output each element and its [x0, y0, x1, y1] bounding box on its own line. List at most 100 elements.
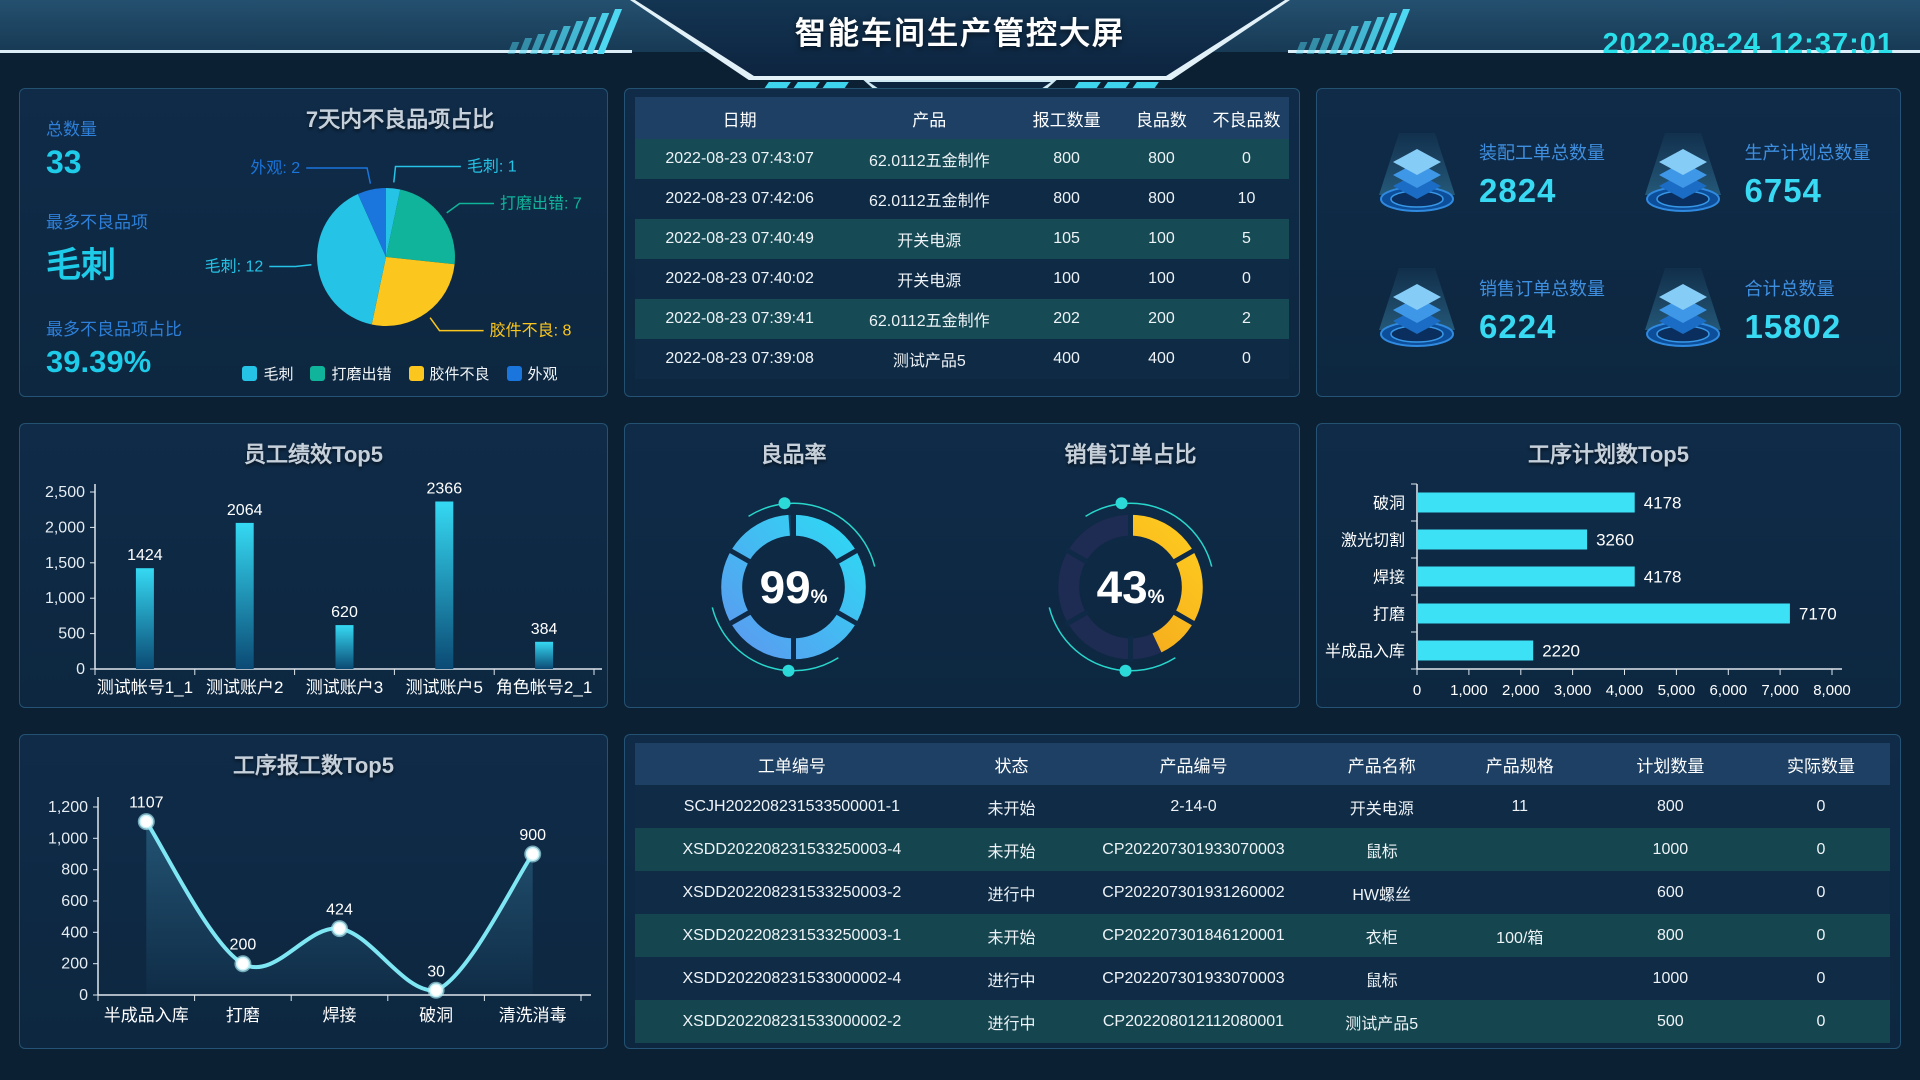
process-report-line-chart: 0 200 400 600 800 1,000 1,200 1107 半成品入库…: [20, 785, 607, 1046]
table-cell: 2022-08-23 07:40:49: [665, 230, 814, 247]
svg-text:2064: 2064: [227, 502, 263, 519]
table-cell: 0: [1816, 840, 1826, 858]
svg-text:测试账户2: 测试账户2: [206, 678, 283, 697]
process-plan-hbar-chart: 0 1,000 2,000 3,000 4,000 5,000 6,000 7,…: [1317, 474, 1900, 705]
svg-text:30: 30: [427, 963, 445, 980]
stat-card: 装配工单总数量 2824: [1343, 107, 1609, 243]
legend-item: 打磨出错: [310, 363, 392, 384]
column-header: 产品名称: [1312, 743, 1451, 785]
stat-card-label: 装配工单总数量: [1479, 143, 1605, 164]
sales-gauge-chart: 43%: [962, 475, 1299, 707]
table-cell: CP202207301931260002: [1102, 883, 1285, 901]
table-cell: 600: [1657, 883, 1684, 901]
table-cell: 2022-08-23 07:39:08: [665, 350, 814, 367]
column-header: 工单编号: [635, 743, 949, 785]
stat-card-value: 15802: [1744, 307, 1842, 345]
svg-text:2220: 2220: [1542, 642, 1580, 661]
table-row: XSDD202208231533250003-1 未开始 CP20220730184…: [635, 914, 1890, 957]
svg-text:测试账户5: 测试账户5: [406, 678, 483, 697]
svg-text:200: 200: [230, 937, 257, 954]
gauge-sales-share: 销售订单占比 43%: [962, 424, 1299, 707]
svg-text:清洗消毒: 清洗消毒: [499, 1006, 567, 1025]
panel-employee-bar: 员工绩效Top5 0 500 1,000 1,500 2,000 2,500 1…: [19, 423, 608, 708]
table-cell: CP202208012112080001: [1102, 1012, 1285, 1030]
table-cell: 62.0112五金制作: [868, 153, 990, 170]
svg-text:1,000: 1,000: [45, 590, 85, 607]
svg-text:焊接: 焊接: [1373, 569, 1405, 587]
table-cell: 测试产品5: [1345, 1015, 1419, 1033]
table-cell: [1451, 871, 1589, 914]
stat-card: 销售订单总数量 6224: [1343, 243, 1609, 379]
defect-stats: 总数量 33 最多不良品项 毛刺 最多不良品项占比 39.39%: [46, 115, 196, 380]
table-cell: 62.0112五金制作: [868, 313, 990, 330]
stat-card-value: 2824: [1479, 172, 1557, 210]
table-cell: CP202207301846120001: [1102, 926, 1285, 944]
yield-gauge-chart: 99%: [625, 475, 962, 707]
pie-svg: 毛刺: 1 打磨出错: 7 胶件不良: 8 毛刺: 12 外观: 2: [205, 158, 582, 340]
table-cell: 2022-08-23 07:42:06: [665, 190, 814, 207]
bar-svg: 0 500 1,000 1,500 2,000 2,500 1424 测试帐号1…: [45, 481, 602, 697]
stat-value: 毛刺: [46, 246, 117, 285]
layers-stack-icon: [1379, 132, 1455, 212]
svg-text:7170: 7170: [1799, 605, 1837, 624]
table-cell: 800: [1148, 190, 1175, 207]
header-decor-slashes-left-icon: [507, 6, 623, 54]
table-cell: 100: [1053, 270, 1080, 287]
svg-text:1424: 1424: [127, 547, 163, 564]
table-cell: 进行中: [987, 1015, 1036, 1033]
table-cell: 测试产品5: [892, 353, 966, 370]
table-cell: 开关电源: [897, 273, 962, 290]
hbar-svg: 0 1,000 2,000 3,000 4,000 5,000 6,000 7,…: [1325, 483, 1851, 699]
stat-label: 最多不良品项: [46, 213, 148, 232]
svg-text:测试帐号1_1: 测试帐号1_1: [97, 678, 193, 697]
table-cell: 衣柜: [1365, 929, 1398, 947]
legend-swatch-icon: [506, 366, 522, 381]
svg-text:8,000: 8,000: [1813, 682, 1851, 699]
table-row: XSDD202208231533000002-2 进行中 CP20220801211…: [635, 1000, 1890, 1043]
table-cell: XSDD202208231533250003-2: [682, 883, 902, 901]
table-cell: 0: [1242, 350, 1251, 367]
header: 智能车间生产管控大屏 2022-08-24 12:37:01: [0, 0, 1920, 95]
pie-legend: 毛刺 打磨出错 胶件不良 外观: [190, 363, 607, 384]
panel-gauges: 良品率 99% 销售订单占比 43%: [624, 423, 1300, 708]
svg-text:毛刺: 12: 毛刺: 12: [205, 258, 264, 276]
svg-text:500: 500: [58, 626, 85, 643]
svg-text:7,000: 7,000: [1761, 682, 1799, 699]
svg-text:3260: 3260: [1596, 531, 1634, 550]
svg-text:400: 400: [61, 924, 88, 941]
svg-text:打磨: 打磨: [1373, 606, 1405, 624]
table-cell: XSDD202208231533250003-1: [682, 926, 902, 944]
defect-stat: 总数量 33: [46, 115, 196, 181]
svg-text:测试账户3: 测试账户3: [306, 678, 383, 697]
table-cell: 进行中: [987, 886, 1036, 904]
svg-text:424: 424: [326, 902, 353, 919]
column-header: 状态: [948, 743, 1075, 785]
panel-title-employee-bar: 员工绩效Top5: [244, 442, 383, 467]
legend-item: 毛刺: [242, 363, 293, 384]
svg-text:胶件不良: 8: 胶件不良: 8: [490, 322, 572, 340]
svg-text:800: 800: [61, 862, 88, 879]
layers-stack-icon: [1644, 132, 1721, 212]
svg-text:打磨: 打磨: [226, 1006, 260, 1025]
legend-swatch-icon: [310, 366, 326, 381]
header-band-line-left: [0, 50, 632, 53]
svg-text:0: 0: [1413, 682, 1421, 699]
stat-cards: 装配工单总数量 2824 生产计划总数量 6754 销售订单总数量 6224 合…: [1343, 107, 1874, 378]
gauge-svg: 43%: [1046, 497, 1215, 677]
defect-stat: 最多不良品项占比 39.39%: [46, 315, 196, 380]
layers-stack-icon: [1379, 268, 1455, 348]
table-row: 2022-08-23 07:40:49 开关电源 105 100 5: [635, 219, 1289, 259]
svg-text:900: 900: [519, 827, 546, 844]
work-order-table: 工单编号 状态 产品编号 产品名称 产品规格 计划数量 实际数量 SCJH2022082315…: [635, 743, 1890, 1043]
svg-text:4178: 4178: [1644, 568, 1682, 587]
column-header: 产品: [844, 97, 1015, 139]
svg-text:6,000: 6,000: [1710, 682, 1748, 699]
svg-text:5,000: 5,000: [1658, 682, 1696, 699]
svg-text:打磨出错: 7: 打磨出错: 7: [500, 195, 582, 213]
table-cell: 2: [1242, 310, 1251, 327]
table-cell: 1000: [1652, 840, 1689, 858]
table-cell: 105: [1053, 230, 1080, 247]
column-header: 日期: [635, 97, 845, 139]
gauge-svg: 99%: [709, 497, 878, 677]
table-row: 2022-08-23 07:43:07 62.0112五金制作 800 800 0: [635, 139, 1289, 179]
